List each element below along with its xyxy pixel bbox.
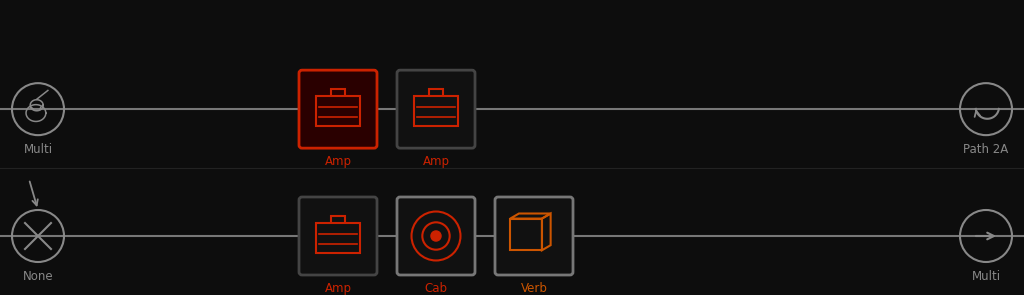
FancyBboxPatch shape (397, 70, 475, 148)
Text: Amp: Amp (423, 155, 450, 168)
Bar (315, 223, 360, 253)
Text: Multi: Multi (24, 143, 52, 156)
FancyBboxPatch shape (299, 197, 377, 275)
Text: None: None (23, 270, 53, 283)
Text: Path 2A: Path 2A (964, 143, 1009, 156)
Text: Verb: Verb (520, 282, 548, 295)
Text: Amp: Amp (325, 282, 351, 295)
Text: Multi: Multi (972, 270, 1000, 283)
Text: Amp: Amp (325, 155, 351, 168)
FancyBboxPatch shape (495, 197, 573, 275)
FancyBboxPatch shape (299, 70, 377, 148)
Circle shape (431, 231, 441, 241)
Bar (315, 96, 360, 127)
Text: Cab: Cab (425, 282, 447, 295)
FancyBboxPatch shape (397, 197, 475, 275)
Bar (414, 96, 459, 127)
